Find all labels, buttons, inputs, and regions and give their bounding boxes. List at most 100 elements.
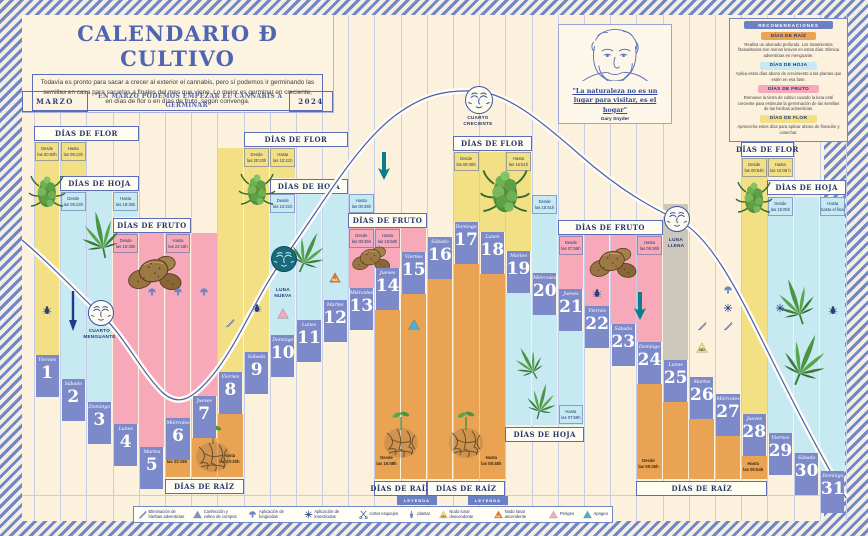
legend-item: Eliminación de hierbas adventicias xyxy=(138,509,185,520)
legend-item: Confección y volteo de compos xyxy=(193,509,240,520)
band-time-cell-flor3-hasta: Hasta las 15:51h xyxy=(506,152,531,171)
page-title: CALENDARIO Đ CULTIVO xyxy=(77,21,278,71)
band-time-cell-hoja1-hasta: Hasta las 19:35h xyxy=(113,192,139,211)
day-block: Lunes 4 xyxy=(114,424,138,466)
sidebar-pill-flor: DÍAS DE FLOR xyxy=(759,114,818,123)
day-block: Domingo 17 xyxy=(454,222,478,264)
svg-text:ND: ND xyxy=(699,347,705,352)
day-number: 21 xyxy=(559,297,583,317)
band-fill-flor xyxy=(741,158,767,414)
day-block: Viernes 1 xyxy=(35,355,59,397)
time-label: las 19:35h xyxy=(115,243,136,249)
band-header-hoja2: DÍAS DE HOJA xyxy=(269,179,349,194)
band-header-hoja1: DÍAS DE HOJA xyxy=(60,176,139,191)
time-label: las 07:59h xyxy=(561,414,581,420)
apogee-icon xyxy=(407,317,420,335)
day-number: 14 xyxy=(375,276,400,296)
portrait-sketch xyxy=(582,28,648,84)
time-label: las 19:35h xyxy=(115,201,136,207)
day-number: 6 xyxy=(172,426,184,446)
band-fill-flor xyxy=(244,148,269,352)
fungicide-mushroom-icon xyxy=(173,284,183,302)
legend-item: Apogeo xyxy=(583,510,608,519)
band-time-cell-flor1-desde: Desde las 00:00h xyxy=(34,142,60,161)
moon-phase-label-line: LLENA xyxy=(667,242,685,248)
band-time-cell-hoja3-desde: Desde las 15:51h xyxy=(532,195,558,214)
moon-phase-label-line: MENGUANTE xyxy=(83,333,116,339)
insecticide-bug-icon xyxy=(252,300,262,318)
day-block: Jueves 14 xyxy=(376,268,399,310)
day-number: 13 xyxy=(349,296,374,316)
legend-item-label: Aplicación de fungicidas xyxy=(258,508,284,519)
band-fill-raiz xyxy=(663,402,689,479)
day-number: 15 xyxy=(401,260,426,280)
band-header-fruto3: DÍAS DE FRUTO xyxy=(557,220,663,235)
year-label: 2024 xyxy=(289,91,333,112)
band-time-cell-raiz2-desde: Desde las 16:58h xyxy=(375,452,398,469)
legend-item: Aplicación de fungicidas xyxy=(248,508,295,520)
day-block: Jueves 21 xyxy=(559,289,583,331)
day-number: 2 xyxy=(67,387,80,407)
band-header-label: DÍAS DE RAÍZ xyxy=(173,482,235,491)
band-fill-hoja xyxy=(87,191,112,402)
day-block: Martes 5 xyxy=(140,447,164,489)
day-block: Miércoles 27 xyxy=(716,394,740,436)
moon-phase-icon xyxy=(87,300,114,326)
moon-phase-label: CUARTO MENGUANTE xyxy=(70,328,130,340)
band-header-label: DÍAS DE FLOR xyxy=(460,139,524,148)
cuttings-scissors-icon xyxy=(359,510,368,519)
moon-phase-icon xyxy=(271,246,297,272)
day-number: 29 xyxy=(768,441,793,461)
day-block: Viernes 22 xyxy=(585,306,609,348)
time-label: las 00:35h xyxy=(351,203,372,209)
day-block: Viernes 29 xyxy=(769,433,792,475)
time-label: las 20:20h xyxy=(219,458,240,464)
band-fill-fruto xyxy=(165,233,191,418)
band-header-label: DÍAS DE FLOR xyxy=(735,145,799,154)
legend-item: NA Nodo lunar ascendente xyxy=(494,509,541,520)
quote-author: Gary Snyder xyxy=(600,116,630,122)
band-header-fruto2: DÍAS DE FRUTO xyxy=(348,213,427,228)
band-header-raiz2: DÍAS DE RAÍZ xyxy=(370,481,431,496)
weeding-knife-icon xyxy=(138,510,147,519)
band-fill-raiz xyxy=(689,419,715,479)
band-fill-hoja xyxy=(532,315,558,425)
day-block: Miércoles 20 xyxy=(533,273,557,315)
band-header-label: DÍAS DE HOJA xyxy=(277,182,341,191)
band-header-label: DÍAS DE RAÍZ xyxy=(370,484,431,493)
ascending-node-icon: NA xyxy=(329,270,342,288)
day-number: 18 xyxy=(480,240,505,260)
author-portrait-box: "La naturaleza no es un lugar para visit… xyxy=(558,24,672,124)
day-block: Sábado 23 xyxy=(611,324,636,366)
band-fill-flor xyxy=(34,142,60,355)
band-header-label: DÍAS DE FRUTO xyxy=(352,216,423,225)
band-header-fruto1: DÍAS DE FRUTO xyxy=(112,218,192,233)
time-label: las 16:58h xyxy=(376,460,397,466)
band-fill-flor xyxy=(218,148,243,372)
band-header-label: DÍAS DE FLOR xyxy=(55,129,118,138)
legend-tab: LEYENDA xyxy=(468,496,508,505)
descending-node-icon: ND xyxy=(696,340,708,358)
day-number: 5 xyxy=(145,455,158,475)
day-block: Viernes 8 xyxy=(218,372,243,414)
insecticide-bug-icon xyxy=(828,302,838,320)
band-time-cell-fruto2-hasta: Hasta las 16:58h xyxy=(375,229,400,248)
band-time-cell-flor3-desde: Desde las 08:48h xyxy=(453,152,479,171)
band-header-hoja4: DÍAS DE HOJA xyxy=(767,180,846,195)
day-block: Jueves 7 xyxy=(192,396,216,438)
moon-phase-label: LUNA LLENA xyxy=(646,237,706,249)
band-time-cell-raiz2-hasta: Hasta las 08:48h xyxy=(480,452,503,469)
day-number: 3 xyxy=(93,410,106,430)
month-label: MARZO xyxy=(22,91,88,112)
day-block: Miércoles 6 xyxy=(166,418,190,460)
day-number: 22 xyxy=(585,314,609,334)
legend-item: cortar esquejes xyxy=(359,510,398,519)
sidebar-text-fruto: Remueve la tierra de cultivo cuando la l… xyxy=(737,94,840,112)
sidebar-pill-fruto: DÍAS DE FRUTO xyxy=(757,85,820,94)
band-time-cell-raiz1-hasta: Hasta las 20:20h xyxy=(218,450,241,467)
band-time-cell-flor4-desde: Desde las 00:54h xyxy=(741,158,767,177)
legend-item: ND Nodo lunar descendente xyxy=(438,509,486,520)
day-number: 23 xyxy=(611,332,636,352)
day-block: Martes 26 xyxy=(690,377,714,419)
band-fill-raiz xyxy=(427,279,453,479)
